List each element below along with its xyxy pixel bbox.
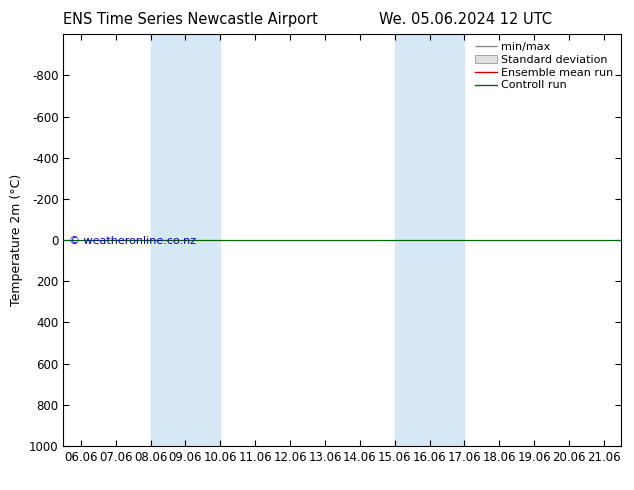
Text: We. 05.06.2024 12 UTC: We. 05.06.2024 12 UTC [380, 12, 552, 27]
Legend: min/max, Standard deviation, Ensemble mean run, Controll run: min/max, Standard deviation, Ensemble me… [472, 40, 616, 93]
Bar [394, 34, 464, 446]
Text: ENS Time Series Newcastle Airport: ENS Time Series Newcastle Airport [63, 12, 318, 27]
Y-axis label: Temperature 2m (°C): Temperature 2m (°C) [10, 174, 23, 306]
Text: © weatheronline.co.nz: © weatheronline.co.nz [69, 236, 196, 246]
Bar [150, 34, 221, 446]
